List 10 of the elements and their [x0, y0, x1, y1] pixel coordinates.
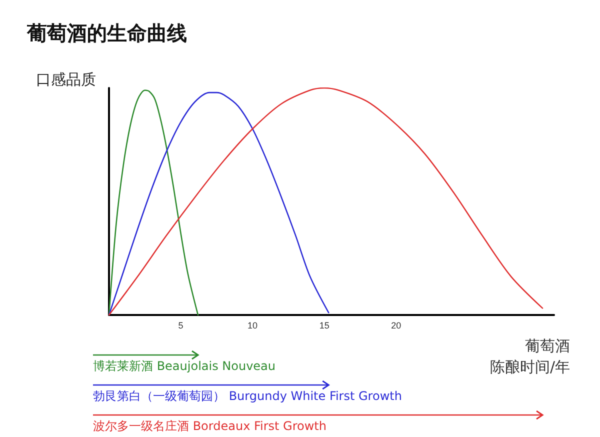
text: 波尔多一级名庄酒 Bordeaux First Growth — [93, 419, 326, 434]
legend-label: 博若莱新酒 Beaujolais Nouveau — [93, 359, 276, 374]
x-axis-title: 葡萄酒陈酿时间/年 — [490, 336, 570, 378]
y-axis-title: 口感品质 — [36, 70, 96, 88]
x-tick-label: 15 — [319, 320, 330, 330]
chart-title: 葡萄酒的生命曲线 — [26, 21, 187, 45]
legend-label: 勃艮第白（一级葡萄园） Burgundy White First Growth — [93, 389, 402, 404]
x-tick-label: 20 — [391, 320, 402, 330]
x-tick-label: 10 — [248, 320, 258, 330]
x-tick-label: 5 — [178, 320, 184, 330]
